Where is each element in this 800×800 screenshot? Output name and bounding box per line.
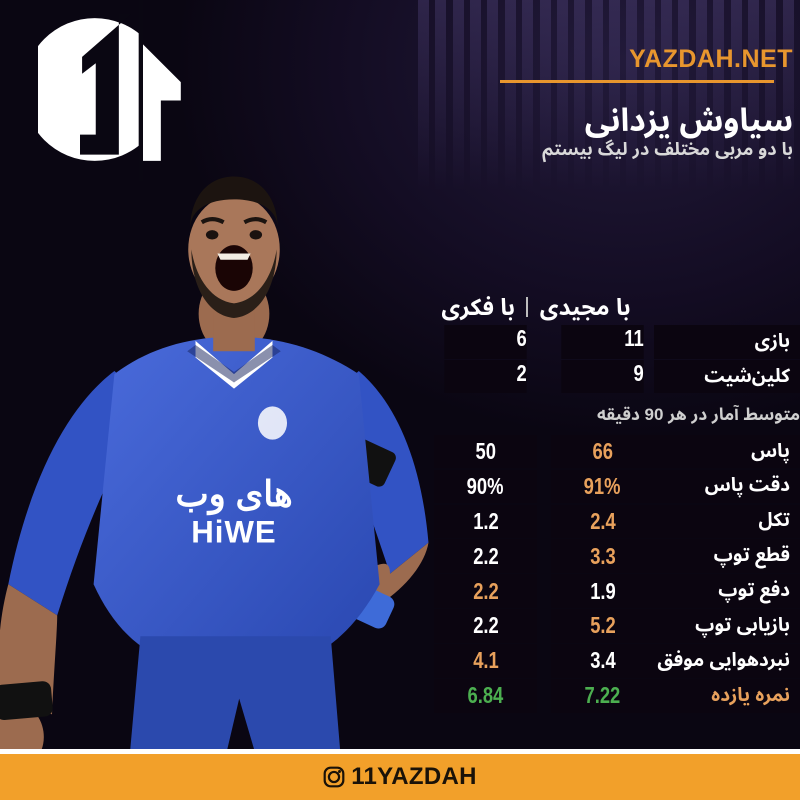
svg-text:های وب: های وب bbox=[175, 475, 292, 516]
svg-text:HiWE: HiWE bbox=[191, 515, 277, 550]
